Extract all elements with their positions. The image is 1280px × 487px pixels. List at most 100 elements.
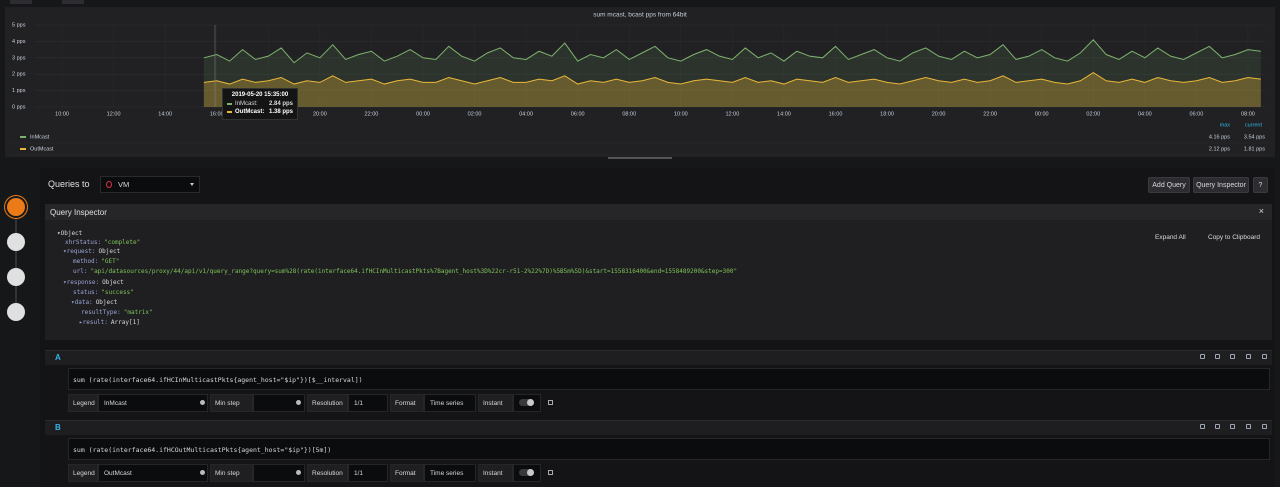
legend-value: 3.54 pps	[1244, 134, 1265, 140]
tree-key: ▸result:	[79, 319, 108, 326]
x-tick-label: 08:00	[1241, 111, 1255, 117]
tab[interactable]	[62, 0, 84, 4]
tree-value: "GET"	[101, 258, 120, 265]
tree-row: status: "success"	[73, 289, 134, 296]
query-action[interactable]	[1200, 354, 1205, 359]
field-label: Resolution	[307, 394, 348, 412]
toggle[interactable]	[519, 399, 534, 406]
min-step-input[interactable]	[253, 464, 305, 482]
query-letter: B	[55, 423, 61, 432]
tree-key: ▾request:	[63, 248, 96, 255]
tree-row[interactable]: ▾response: Object	[63, 279, 124, 286]
x-tick-label: 22:00	[983, 111, 997, 117]
y-tick-label: 5 pps	[12, 22, 26, 28]
visualization-tab[interactable]	[7, 233, 25, 251]
series-line	[203, 71, 1261, 85]
query-action[interactable]	[1262, 354, 1267, 359]
x-tick-label: 00:00	[416, 111, 430, 117]
tooltip-swatch	[227, 103, 232, 105]
legend-value: 1.81 pps	[1244, 146, 1265, 152]
legend-value: 2.12 pps	[1209, 146, 1230, 152]
datasource-picker[interactable]: VM	[100, 176, 200, 193]
tree-key: ▾Object	[57, 230, 83, 237]
resize-handle[interactable]	[608, 157, 672, 159]
x-tick-label: 16:00	[829, 111, 843, 117]
format-select[interactable]: Time series	[424, 394, 476, 412]
tooltip-time: 2019-05-20 15:35:00	[231, 92, 289, 98]
query-header[interactable]: B	[45, 420, 1272, 435]
copy-clipboard[interactable]: Copy to Clipboard	[1208, 234, 1261, 241]
tree-key: method:	[73, 258, 99, 265]
inspector-header: Query Inspector	[45, 204, 1272, 220]
link-icon[interactable]	[548, 470, 553, 475]
help-button[interactable]: ?	[1253, 177, 1268, 193]
chart-title: sum mcast, bcast pps from 64bit	[593, 12, 687, 19]
legend-label: InMcast	[30, 134, 50, 140]
tree-row[interactable]: ▾data: Object	[71, 299, 117, 306]
query-inspector-button[interactable]: Query Inspector	[1193, 177, 1249, 193]
tooltip-row: InMcast: 2.84 pps	[227, 101, 293, 107]
field-label: Format	[390, 464, 424, 482]
legend-input[interactable]: OutMcast	[98, 464, 208, 482]
tree-key: status:	[73, 289, 99, 296]
link-icon[interactable]	[548, 400, 553, 405]
field-label: Resolution	[307, 464, 348, 482]
x-tick-label: 18:00	[880, 111, 894, 117]
y-tick-label: 1 pps	[12, 88, 26, 94]
query-action[interactable]	[1230, 424, 1235, 429]
tree-row: xhrStatus: "complete"	[65, 239, 140, 246]
query-action[interactable]	[1262, 424, 1267, 429]
query-action[interactable]	[1246, 354, 1251, 359]
tooltip: 2019-05-20 15:35:00 InMcast: 2.84 pps Ou…	[222, 88, 298, 120]
info-icon	[200, 470, 205, 475]
close-button[interactable]: ×	[1258, 206, 1264, 216]
query-action[interactable]	[1246, 424, 1251, 429]
info-icon	[296, 470, 301, 475]
queries-to-label: Queries to	[48, 179, 90, 189]
min-step-input[interactable]	[253, 394, 305, 412]
x-tick-label: 14:00	[777, 111, 791, 117]
x-tick-label: 16:00	[210, 111, 224, 117]
plot: 0 pps 1 pps 2 pps 3 pps 4 pps 5 pps 10:00 12:00…	[10, 22, 1270, 156]
query-inspector: Query Inspector × Expand All Copy to Cli…	[45, 204, 1272, 340]
tree-value: Array[1]	[110, 319, 140, 326]
tree-row[interactable]: ▾Object	[57, 230, 82, 237]
tree-value: Object	[102, 279, 124, 286]
resolution-select[interactable]: 1/1	[348, 394, 388, 412]
tree-value: "success"	[101, 289, 134, 296]
tab[interactable]	[10, 0, 32, 4]
alert-tab[interactable]	[7, 303, 25, 321]
legend-header: current	[1245, 122, 1263, 128]
x-tick-label: 00:00	[1035, 111, 1049, 117]
query-action[interactable]	[1215, 424, 1220, 429]
x-tick-label: 08:00	[622, 111, 636, 117]
toggle[interactable]	[519, 469, 534, 476]
query-header[interactable]: A	[45, 350, 1272, 365]
field-label: Min step	[210, 394, 253, 412]
expand-all[interactable]: Expand All	[1155, 234, 1186, 241]
tooltip-row: OutMcast: 1.38 pps	[227, 109, 293, 115]
format-select[interactable]: Time series	[424, 464, 476, 482]
legend-input[interactable]: InMcast	[98, 394, 208, 412]
settings-tab[interactable]	[7, 268, 25, 286]
info-icon	[296, 400, 301, 405]
tree-row[interactable]: ▾request: Object	[63, 248, 120, 255]
legend-label: OutMcast	[30, 146, 54, 152]
field-label: Instant	[478, 464, 513, 482]
sidebar-line	[15, 195, 17, 320]
series-area	[203, 39, 1261, 108]
tree-key: ▾response:	[63, 279, 100, 286]
x-tick-label: 04:00	[519, 111, 533, 117]
query-action[interactable]	[1215, 354, 1220, 359]
graph-panel: sum mcast, bcast pps from 64bit 0 pps 1 p…	[0, 0, 1280, 160]
query-expression[interactable]: sum (rate(interface64.ifHCInMulticastPkt…	[68, 368, 1270, 390]
query-action[interactable]	[1200, 424, 1205, 429]
legend-header: max	[1220, 122, 1231, 128]
queries-tab[interactable]	[7, 198, 25, 216]
query-expression[interactable]: sum (rate(interface64.ifHCOutMulticastPk…	[68, 438, 1270, 460]
tree-key: ▾data:	[71, 299, 93, 306]
resolution-select[interactable]: 1/1	[348, 464, 388, 482]
add-query-button[interactable]: Add Query	[1148, 177, 1190, 193]
tree-row[interactable]: ▸result: Array[1]	[79, 319, 140, 326]
query-action[interactable]	[1230, 354, 1235, 359]
